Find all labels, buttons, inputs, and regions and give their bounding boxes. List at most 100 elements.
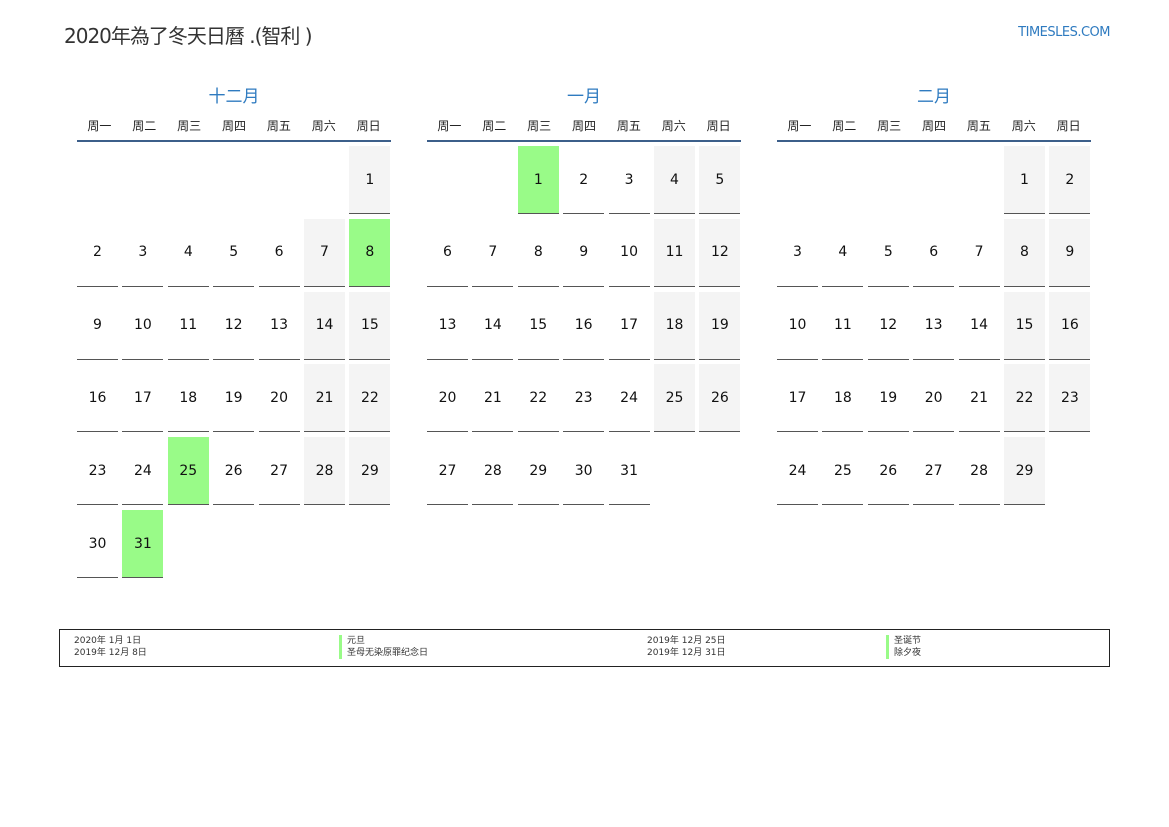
day-cell[interactable]: 31 [122, 510, 164, 578]
day-cell[interactable]: 20 [913, 364, 955, 433]
day-cell[interactable]: 19 [867, 364, 909, 433]
day-cell[interactable]: 23 [77, 437, 118, 506]
day-cell[interactable]: 28 [472, 437, 514, 506]
day-cell[interactable]: 21 [472, 364, 514, 433]
day-cell[interactable]: 11 [654, 218, 695, 287]
day-cell[interactable]: 24 [122, 437, 164, 506]
day-cell[interactable]: 1 [349, 146, 391, 214]
day-cell[interactable]: 26 [699, 364, 741, 433]
day-cell[interactable]: 5 [867, 219, 909, 287]
day-cell[interactable]: 18 [822, 364, 864, 433]
day-cell[interactable]: 16 [1049, 291, 1091, 360]
day-cell[interactable]: 27 [913, 437, 955, 506]
day-cell[interactable]: 27 [427, 437, 468, 506]
day-cell[interactable]: 7 [958, 219, 1000, 287]
day-cell[interactable]: 13 [427, 292, 468, 360]
month-calendar: 二月 周一 周二 周三 周四 周五 周六 周日 1 2 3 4 5 6 7 8 9 10 11 12 13 14 15 16 1… [777, 84, 1091, 506]
day-cell[interactable]: 12 [699, 218, 741, 287]
day-cell[interactable]: 29 [517, 437, 559, 506]
day-cell[interactable]: 28 [304, 437, 345, 506]
day-cell[interactable]: 17 [122, 364, 164, 433]
day-cell[interactable]: 5 [699, 146, 741, 214]
site-link[interactable]: TIMESLES.COM [1018, 25, 1110, 40]
day-cell[interactable]: 4 [822, 219, 864, 287]
day-cell[interactable]: 16 [563, 292, 605, 360]
day-cell[interactable]: 30 [563, 437, 605, 506]
day-cell[interactable]: 3 [122, 219, 164, 287]
day-cell[interactable]: 25 [654, 364, 695, 433]
day-cell[interactable]: 2 [77, 219, 118, 287]
day-cell[interactable]: 20 [258, 364, 300, 433]
day-cell[interactable]: 18 [167, 364, 209, 433]
day-cell[interactable]: 31 [608, 437, 650, 506]
day-cell[interactable]: 1 [517, 146, 559, 214]
day-cell[interactable]: 22 [1004, 364, 1045, 433]
day-cell[interactable]: 10 [608, 219, 650, 287]
day-cell[interactable]: 12 [867, 292, 909, 360]
day-cell[interactable]: 5 [213, 219, 255, 287]
day-cell[interactable]: 15 [517, 292, 559, 360]
day-cell[interactable]: 29 [1004, 437, 1045, 506]
day-cell[interactable]: 21 [304, 364, 345, 433]
weekday-label: 周三 [877, 118, 902, 133]
day-cell[interactable]: 28 [958, 437, 1000, 506]
weekday-label: 周四 [572, 118, 597, 133]
day-cell[interactable]: 24 [777, 437, 818, 506]
day-cell[interactable]: 11 [822, 292, 864, 360]
day-cell[interactable]: 6 [427, 219, 468, 287]
day-cell[interactable]: 22 [349, 364, 391, 433]
day-cell[interactable]: 14 [958, 292, 1000, 360]
day-cell[interactable]: 17 [608, 292, 650, 360]
weekday-label: 周五 [616, 118, 641, 133]
day-cell[interactable]: 11 [167, 292, 209, 360]
day-cell[interactable]: 6 [913, 219, 955, 287]
day-cell[interactable]: 12 [213, 292, 255, 360]
weekday-header: 周一 周二 周三 周四 周五 周六 周日 [77, 110, 391, 142]
day-cell[interactable]: 22 [517, 364, 559, 433]
day-cell[interactable]: 29 [349, 437, 391, 506]
day-cell[interactable]: 18 [654, 291, 695, 360]
day-cell[interactable]: 13 [258, 292, 300, 360]
day-cell[interactable]: 10 [122, 292, 164, 360]
day-cell[interactable]: 15 [349, 291, 391, 360]
day-cell[interactable]: 16 [77, 364, 118, 433]
day-cell[interactable]: 9 [563, 219, 605, 287]
day-cell[interactable]: 14 [304, 291, 345, 360]
day-cell[interactable]: 4 [167, 219, 209, 287]
legend-holiday: 元旦 [339, 635, 365, 647]
day-cell[interactable]: 14 [472, 292, 514, 360]
day-cell[interactable]: 25 [822, 437, 864, 506]
day-cell[interactable]: 26 [867, 437, 909, 506]
day-cell[interactable]: 23 [1049, 364, 1091, 433]
day-cell[interactable]: 19 [213, 364, 255, 433]
weekday-label: 周一 [87, 118, 112, 133]
day-cell[interactable]: 19 [699, 291, 741, 360]
day-cell[interactable]: 23 [563, 364, 605, 433]
day-cell[interactable]: 9 [1049, 218, 1091, 287]
day-cell[interactable]: 30 [77, 510, 118, 578]
day-cell[interactable]: 8 [517, 219, 559, 287]
day-cell[interactable]: 25 [167, 437, 209, 506]
day-cell[interactable]: 2 [1049, 146, 1091, 214]
day-cell[interactable]: 7 [472, 219, 514, 287]
day-cell[interactable]: 27 [258, 437, 300, 506]
day-cell[interactable]: 4 [654, 146, 695, 214]
day-cell[interactable]: 13 [913, 292, 955, 360]
day-cell[interactable]: 20 [427, 364, 468, 433]
day-cell[interactable]: 17 [777, 364, 818, 433]
day-cell[interactable]: 10 [777, 292, 818, 360]
month-calendar: 一月 周一 周二 周三 周四 周五 周六 周日 1 2 3 4 5 6 7 8 9 10 11 12 13 14 15 16 1… [427, 84, 741, 506]
day-cell[interactable]: 2 [563, 146, 605, 214]
day-cell[interactable]: 6 [258, 219, 300, 287]
day-cell[interactable]: 8 [349, 218, 391, 287]
day-cell[interactable]: 3 [608, 146, 650, 214]
day-cell[interactable]: 3 [777, 219, 818, 287]
day-cell[interactable]: 21 [958, 364, 1000, 433]
day-cell[interactable]: 1 [1004, 146, 1045, 214]
day-cell[interactable]: 24 [608, 364, 650, 433]
day-cell[interactable]: 8 [1004, 218, 1045, 287]
day-cell[interactable]: 7 [304, 218, 345, 287]
day-cell[interactable]: 15 [1004, 291, 1045, 360]
day-cell[interactable]: 26 [213, 437, 255, 506]
day-cell[interactable]: 9 [77, 292, 118, 360]
